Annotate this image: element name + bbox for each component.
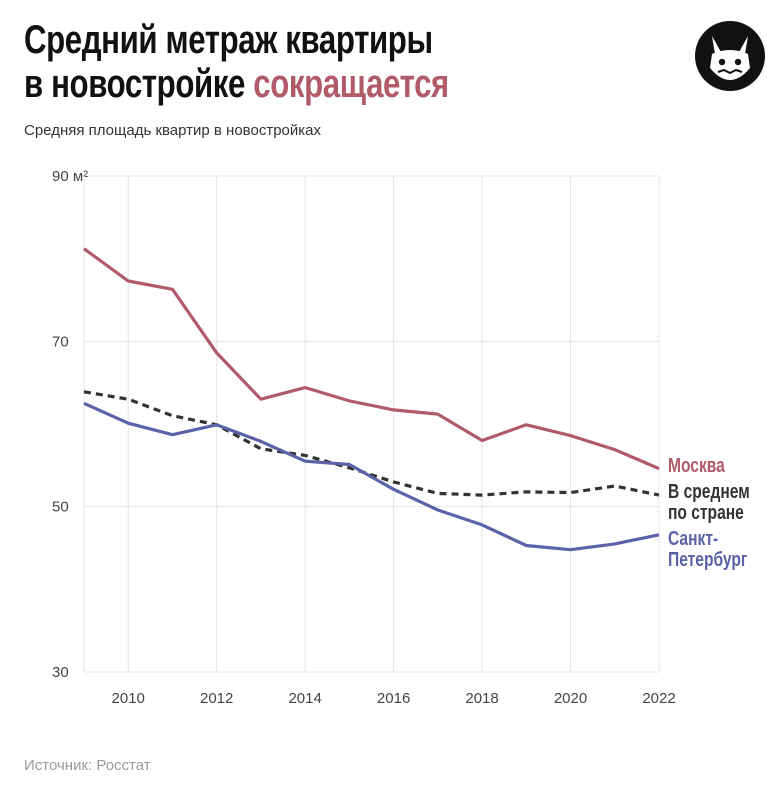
fox-mascot-icon <box>695 21 765 91</box>
series-line <box>83 390 660 497</box>
x-tick-label: 2014 <box>288 690 321 707</box>
title-line-1: Средний метраж квартиры <box>24 18 433 62</box>
series-line <box>83 401 660 552</box>
title-line-2: в новостройке сокращается <box>24 62 449 106</box>
title-line-2-accent: сокращается <box>253 62 449 106</box>
series-line <box>83 247 660 471</box>
y-tick-label: 30 <box>52 664 69 681</box>
source-note: Источник: Росстат <box>24 757 151 774</box>
x-tick-label: 2020 <box>554 690 587 707</box>
chart-subtitle: Средняя площадь квартир в новостройках <box>24 122 321 139</box>
x-tick-label: 2022 <box>642 690 675 707</box>
title-line-2-plain: в новостройке <box>24 62 254 106</box>
series-label: В среднем <box>668 480 750 502</box>
series-label: Москва <box>668 454 726 476</box>
chart-title: Средний метраж квартиры в новостройке со… <box>24 18 449 106</box>
x-tick-label: 2016 <box>377 690 410 707</box>
x-tick-label: 2012 <box>200 690 233 707</box>
y-tick-label: 70 <box>52 333 69 350</box>
y-tick-label: 50 <box>52 499 69 516</box>
series-label: Санкт- <box>668 527 718 549</box>
series-label: Петербург <box>668 548 747 570</box>
x-tick-label: 2010 <box>112 690 145 707</box>
x-tick-label: 2018 <box>465 690 498 707</box>
series-label: по стране <box>668 501 744 523</box>
y-tick-label: 90 м² <box>52 168 88 185</box>
